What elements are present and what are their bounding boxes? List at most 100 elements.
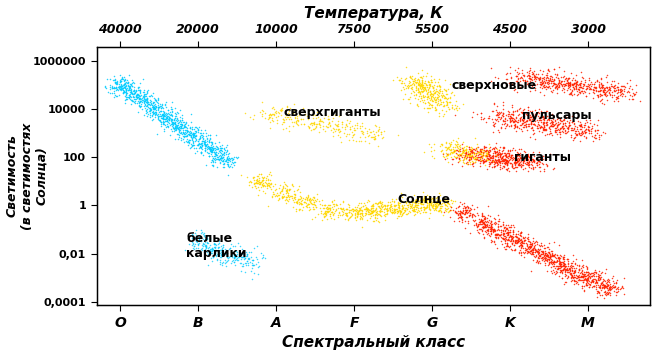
Point <box>192 143 203 148</box>
Point <box>371 205 381 211</box>
Point <box>153 111 163 117</box>
Point <box>513 65 523 70</box>
Point <box>508 231 518 237</box>
Point <box>562 88 572 93</box>
Point <box>215 149 225 155</box>
Point <box>599 285 609 291</box>
Point <box>592 77 602 83</box>
Point <box>424 97 435 103</box>
Point <box>485 157 495 163</box>
Point <box>229 255 239 261</box>
Point <box>344 209 354 215</box>
Point <box>443 106 454 112</box>
Point <box>205 148 215 153</box>
Point <box>451 98 462 103</box>
Point <box>538 153 548 159</box>
Point <box>525 109 535 114</box>
Point <box>528 249 539 255</box>
Point <box>586 277 597 283</box>
Point <box>319 211 330 217</box>
Point <box>558 268 569 273</box>
Point <box>300 197 310 202</box>
Point <box>393 208 403 213</box>
Point <box>276 112 286 118</box>
Point <box>579 272 589 277</box>
Point <box>539 121 549 126</box>
Point <box>327 198 337 204</box>
Point <box>421 199 432 204</box>
Point <box>327 209 337 214</box>
Point <box>571 84 581 90</box>
Point <box>403 199 414 205</box>
Point <box>211 156 222 162</box>
Point <box>508 227 518 233</box>
Point <box>535 251 546 257</box>
Point <box>485 160 495 166</box>
Point <box>602 87 613 93</box>
Point <box>539 80 550 86</box>
Point <box>489 231 500 237</box>
Point <box>526 109 537 114</box>
Point <box>515 84 525 89</box>
Point <box>172 124 182 129</box>
Point <box>222 258 232 264</box>
Point <box>602 92 612 98</box>
Point <box>548 121 558 127</box>
Point <box>588 279 598 285</box>
Point <box>194 136 205 142</box>
Point <box>480 223 490 229</box>
Point <box>499 161 510 167</box>
Point <box>555 252 565 258</box>
Point <box>486 226 497 232</box>
Point <box>560 127 570 133</box>
Point <box>480 153 491 159</box>
Point <box>281 104 292 109</box>
Point <box>443 151 453 157</box>
Point <box>617 83 628 89</box>
Point <box>298 108 309 114</box>
Point <box>295 193 305 199</box>
Point <box>206 139 216 145</box>
Point <box>134 87 144 93</box>
Point <box>127 91 138 96</box>
Point <box>539 123 549 129</box>
Point <box>422 93 433 99</box>
Point <box>474 154 485 160</box>
Point <box>236 257 246 262</box>
Point <box>409 193 419 198</box>
Point <box>540 79 550 85</box>
Point <box>149 106 159 112</box>
Point <box>111 82 121 87</box>
Point <box>444 142 455 147</box>
Point <box>565 267 575 273</box>
Point <box>573 273 583 279</box>
Point <box>159 126 170 132</box>
Point <box>598 276 608 282</box>
Point <box>241 251 252 257</box>
Point <box>523 162 533 168</box>
Point <box>463 152 474 158</box>
Point <box>373 143 383 149</box>
Point <box>192 142 203 147</box>
Point <box>518 167 529 172</box>
Point <box>169 126 179 132</box>
Point <box>262 173 273 179</box>
Point <box>215 250 225 256</box>
Point <box>167 120 177 126</box>
Point <box>274 185 285 191</box>
Point <box>594 81 604 87</box>
Point <box>112 86 122 91</box>
Point <box>184 132 194 137</box>
Point <box>411 200 421 206</box>
Point <box>215 257 225 263</box>
Point <box>218 242 228 248</box>
Point <box>569 135 580 140</box>
Point <box>432 93 443 98</box>
Point <box>510 168 521 174</box>
Point <box>518 255 529 260</box>
Point <box>575 277 585 283</box>
Point <box>457 142 467 147</box>
Point <box>507 161 518 167</box>
Point <box>440 78 451 83</box>
Point <box>501 167 512 173</box>
